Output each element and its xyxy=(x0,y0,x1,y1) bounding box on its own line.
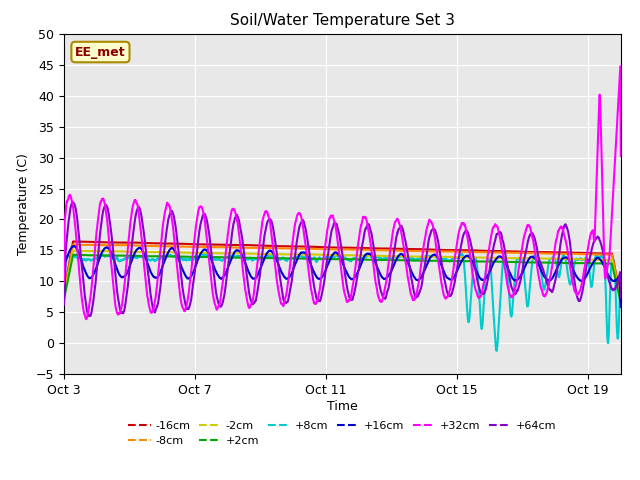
X-axis label: Time: Time xyxy=(327,400,358,413)
Legend: -16cm, -8cm, -2cm, +2cm, +8cm, +16cm, +32cm, +64cm: -16cm, -8cm, -2cm, +2cm, +8cm, +16cm, +3… xyxy=(124,416,561,451)
Text: EE_met: EE_met xyxy=(75,46,126,59)
Title: Soil/Water Temperature Set 3: Soil/Water Temperature Set 3 xyxy=(230,13,455,28)
Y-axis label: Temperature (C): Temperature (C) xyxy=(17,153,30,255)
